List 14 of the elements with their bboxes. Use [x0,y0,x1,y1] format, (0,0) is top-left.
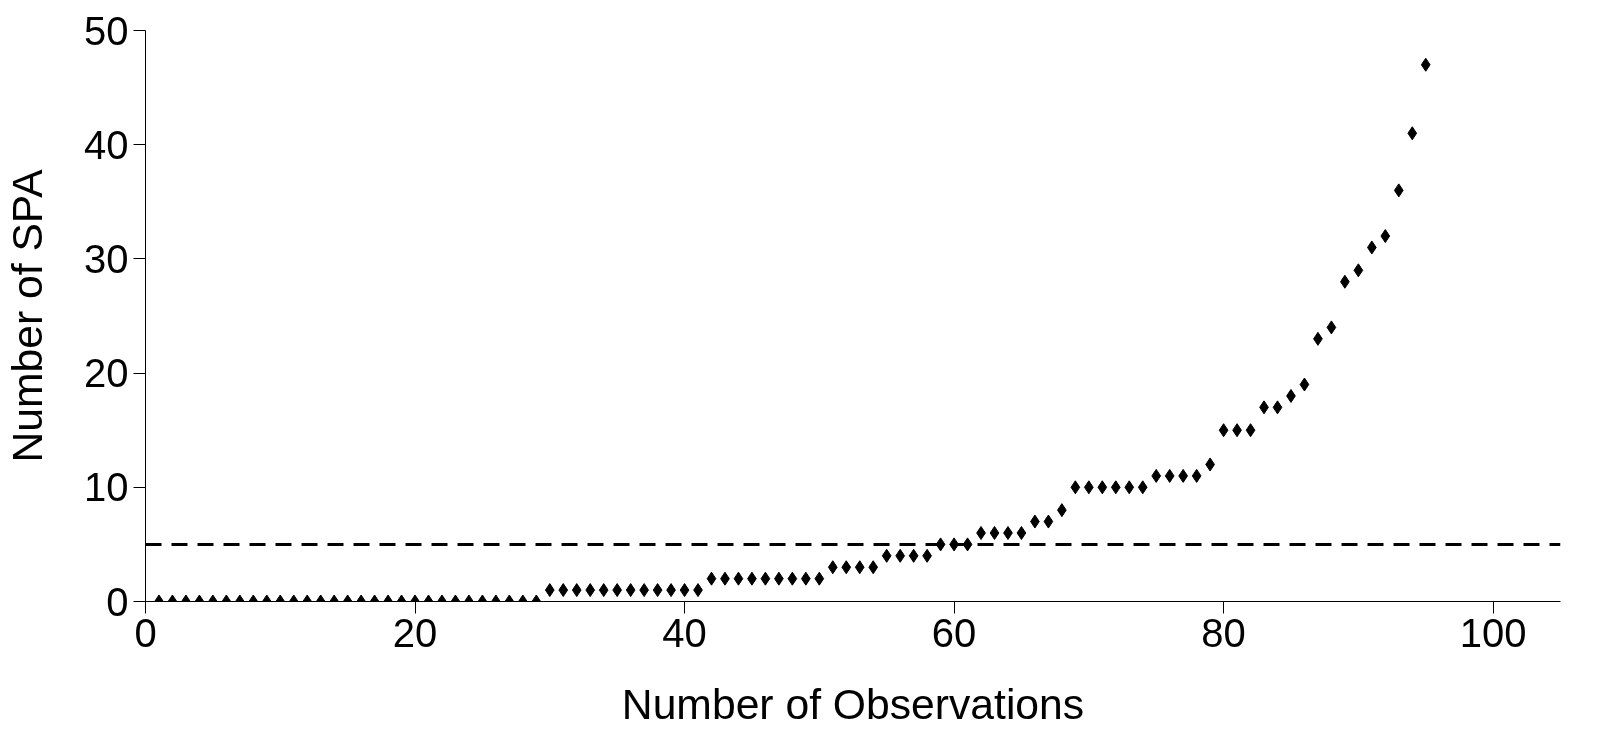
y-tick-label: 50 [84,8,129,53]
y-tick-label: 20 [84,351,129,396]
y-tick-label: 10 [84,465,129,510]
x-tick-label: 20 [392,610,438,655]
x-axis-title: Number of Observations [621,679,1085,728]
y-tick-label: 0 [106,579,129,624]
x-tick-label: 40 [662,610,707,655]
y-tick-label: 30 [84,236,129,281]
x-tick-label: 0 [134,610,157,655]
y-axis-title: Number of SPA [3,168,52,463]
x-tick-label: 80 [1201,610,1246,655]
x-tick-label: 60 [931,610,977,655]
y-tick-label: 40 [84,122,129,167]
x-tick-label: 100 [1459,610,1527,655]
